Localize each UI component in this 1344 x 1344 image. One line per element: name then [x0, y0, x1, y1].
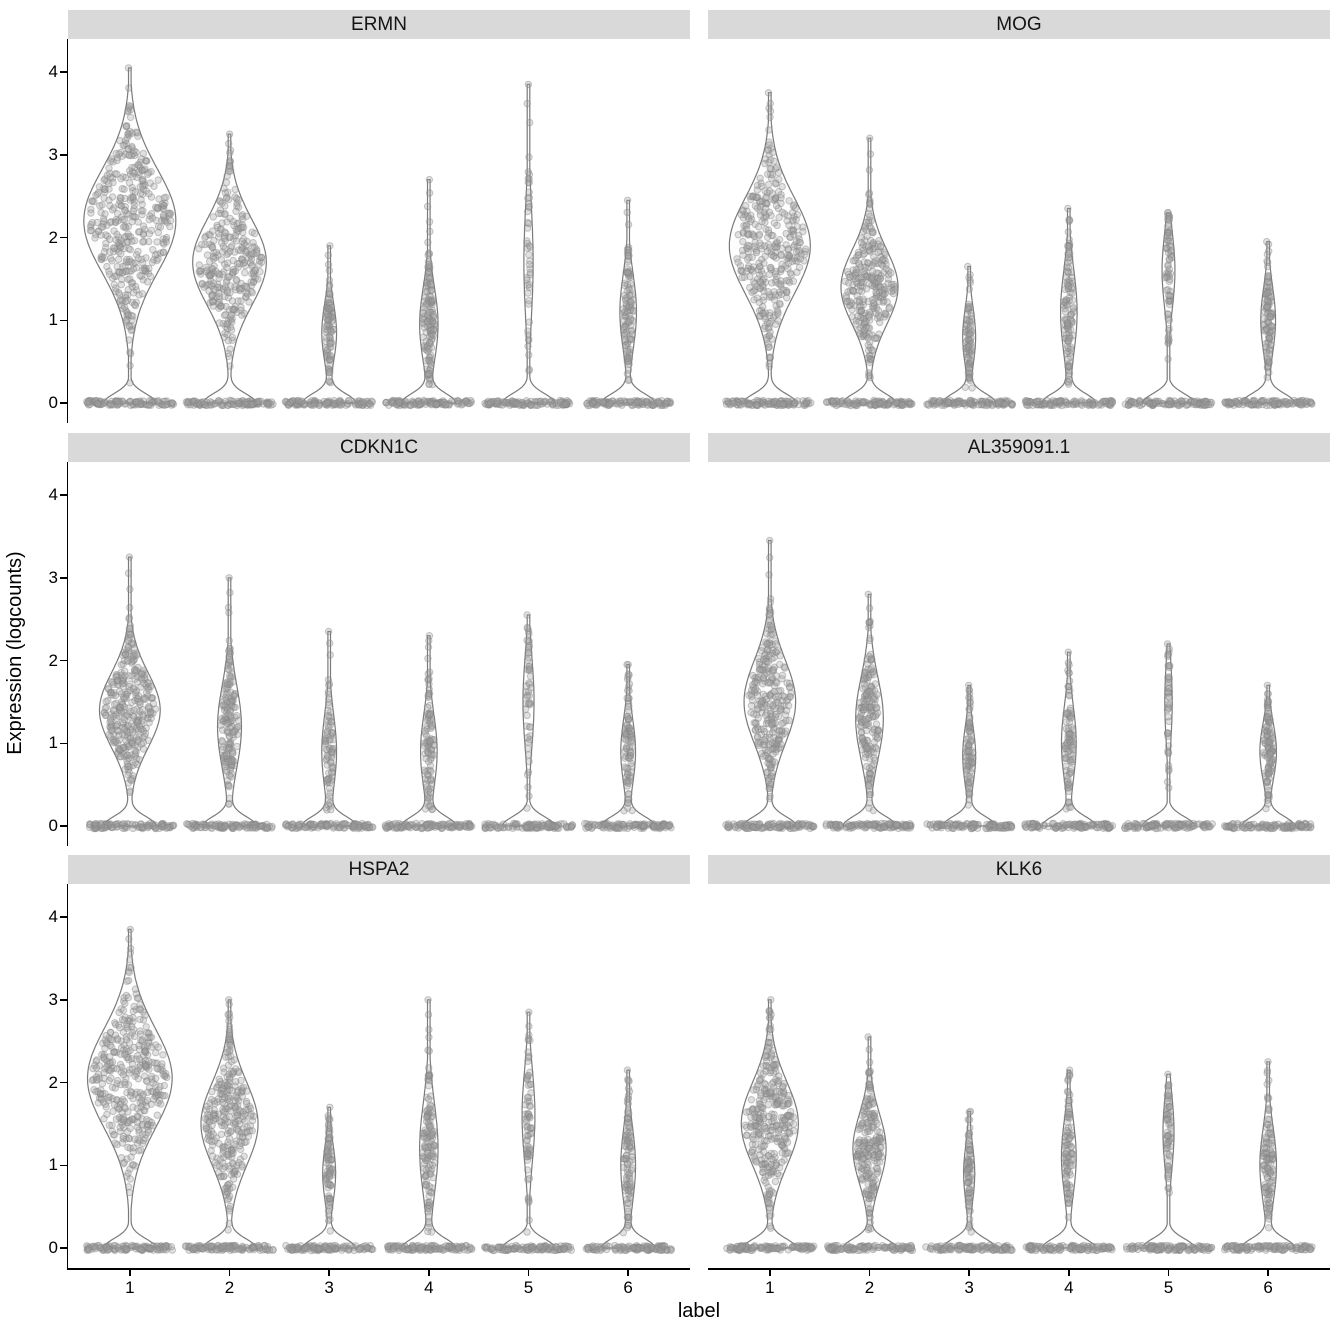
x-tick-mark — [1267, 1269, 1269, 1276]
facet-strip-hspa2: HSPA2 — [68, 855, 690, 884]
facet-title: AL359091.1 — [967, 436, 1071, 458]
y-axis-line-row1 — [66, 39, 68, 423]
y-tick-mark — [60, 1081, 67, 1084]
x-tick-label: 3 — [324, 1278, 334, 1297]
facet-title: ERMN — [351, 13, 407, 35]
x-tick-mark — [1167, 1269, 1170, 1276]
y-tick-label: 1 — [48, 310, 58, 330]
facet-strip-al359091: AL359091.1 — [708, 433, 1330, 462]
facet-title: KLK6 — [995, 858, 1043, 880]
x-tick-label: 5 — [1163, 1278, 1174, 1297]
facet-panel-klk6 — [723, 996, 1316, 1255]
y-tick-label: 4 — [48, 485, 58, 504]
x-tick-label: 2 — [864, 1278, 875, 1297]
facet-panel-hspa2 — [83, 925, 676, 1255]
y-axis-line-row2 — [66, 462, 68, 846]
x-tick-label: 1 — [765, 1278, 775, 1297]
y-tick-label: 0 — [48, 816, 58, 835]
y-tick-mark — [60, 154, 67, 156]
x-tick-mark — [627, 1269, 629, 1276]
y-tick-mark — [60, 236, 67, 239]
y-tick-mark — [60, 659, 67, 662]
x-tick-mark — [1068, 1269, 1070, 1276]
y-tick-mark — [60, 494, 67, 496]
facet-title: HSPA2 — [348, 858, 410, 880]
x-tick-label: 4 — [424, 1278, 434, 1297]
y-tick-mark — [60, 1164, 67, 1166]
y-tick-mark — [60, 916, 67, 918]
y-tick-label: 2 — [48, 650, 58, 670]
y-tick-label: 0 — [48, 393, 58, 412]
y-tick-label: 2 — [48, 1072, 58, 1092]
y-tick-mark — [60, 1247, 67, 1249]
facet-strip-klk6: KLK6 — [708, 855, 1330, 884]
y-tick-mark — [60, 319, 67, 321]
x-tick-label: 3 — [964, 1278, 974, 1297]
y-tick-mark — [60, 825, 67, 827]
x-tick-mark — [428, 1269, 430, 1276]
y-tick-label: 4 — [48, 907, 58, 926]
x-tick-mark — [527, 1269, 530, 1276]
facet-panel-al359091 — [722, 536, 1315, 833]
facet-strip-mog: MOG — [708, 10, 1330, 39]
y-tick-label: 4 — [48, 62, 58, 81]
y-tick-label: 3 — [48, 567, 58, 587]
y-tick-label: 1 — [48, 1155, 58, 1175]
x-tick-mark — [328, 1269, 330, 1276]
y-tick-mark — [60, 577, 67, 579]
x-tick-label: 6 — [1263, 1278, 1273, 1297]
x-axis-title: label — [677, 1300, 721, 1322]
x-tick-mark — [129, 1269, 131, 1276]
y-tick-label: 1 — [48, 733, 58, 753]
facet-panel-mog — [722, 89, 1316, 410]
y-axis-title: Expression (logcounts) — [4, 551, 26, 755]
y-tick-mark — [60, 402, 67, 404]
x-axis-line-left — [66, 1268, 690, 1270]
y-tick-mark — [60, 742, 67, 744]
x-tick-mark — [868, 1269, 871, 1276]
x-tick-label: 5 — [523, 1278, 534, 1297]
y-tick-mark — [60, 71, 67, 73]
y-axis-line-row3 — [66, 884, 68, 1268]
x-tick-mark — [228, 1269, 231, 1276]
y-tick-label: 3 — [48, 144, 58, 164]
x-tick-label: 1 — [125, 1278, 135, 1297]
facet-strip-cdkn1c: CDKN1C — [68, 433, 690, 462]
y-tick-label: 3 — [48, 989, 58, 1009]
x-tick-label: 6 — [623, 1278, 633, 1297]
y-tick-label: 0 — [48, 1238, 58, 1257]
facet-strip-ermn: ERMN — [68, 10, 690, 39]
x-tick-mark — [769, 1269, 771, 1276]
facet-title: MOG — [996, 13, 1042, 35]
y-tick-label: 2 — [48, 227, 58, 247]
facet-title: CDKN1C — [339, 436, 419, 458]
x-tick-mark — [968, 1269, 970, 1276]
x-tick-label: 2 — [224, 1278, 235, 1297]
y-tick-mark — [60, 999, 67, 1001]
x-tick-label: 4 — [1064, 1278, 1074, 1297]
facet-panel-ermn — [83, 64, 675, 410]
x-axis-line-right — [708, 1268, 1330, 1270]
facet-panel-cdkn1c — [86, 553, 675, 833]
